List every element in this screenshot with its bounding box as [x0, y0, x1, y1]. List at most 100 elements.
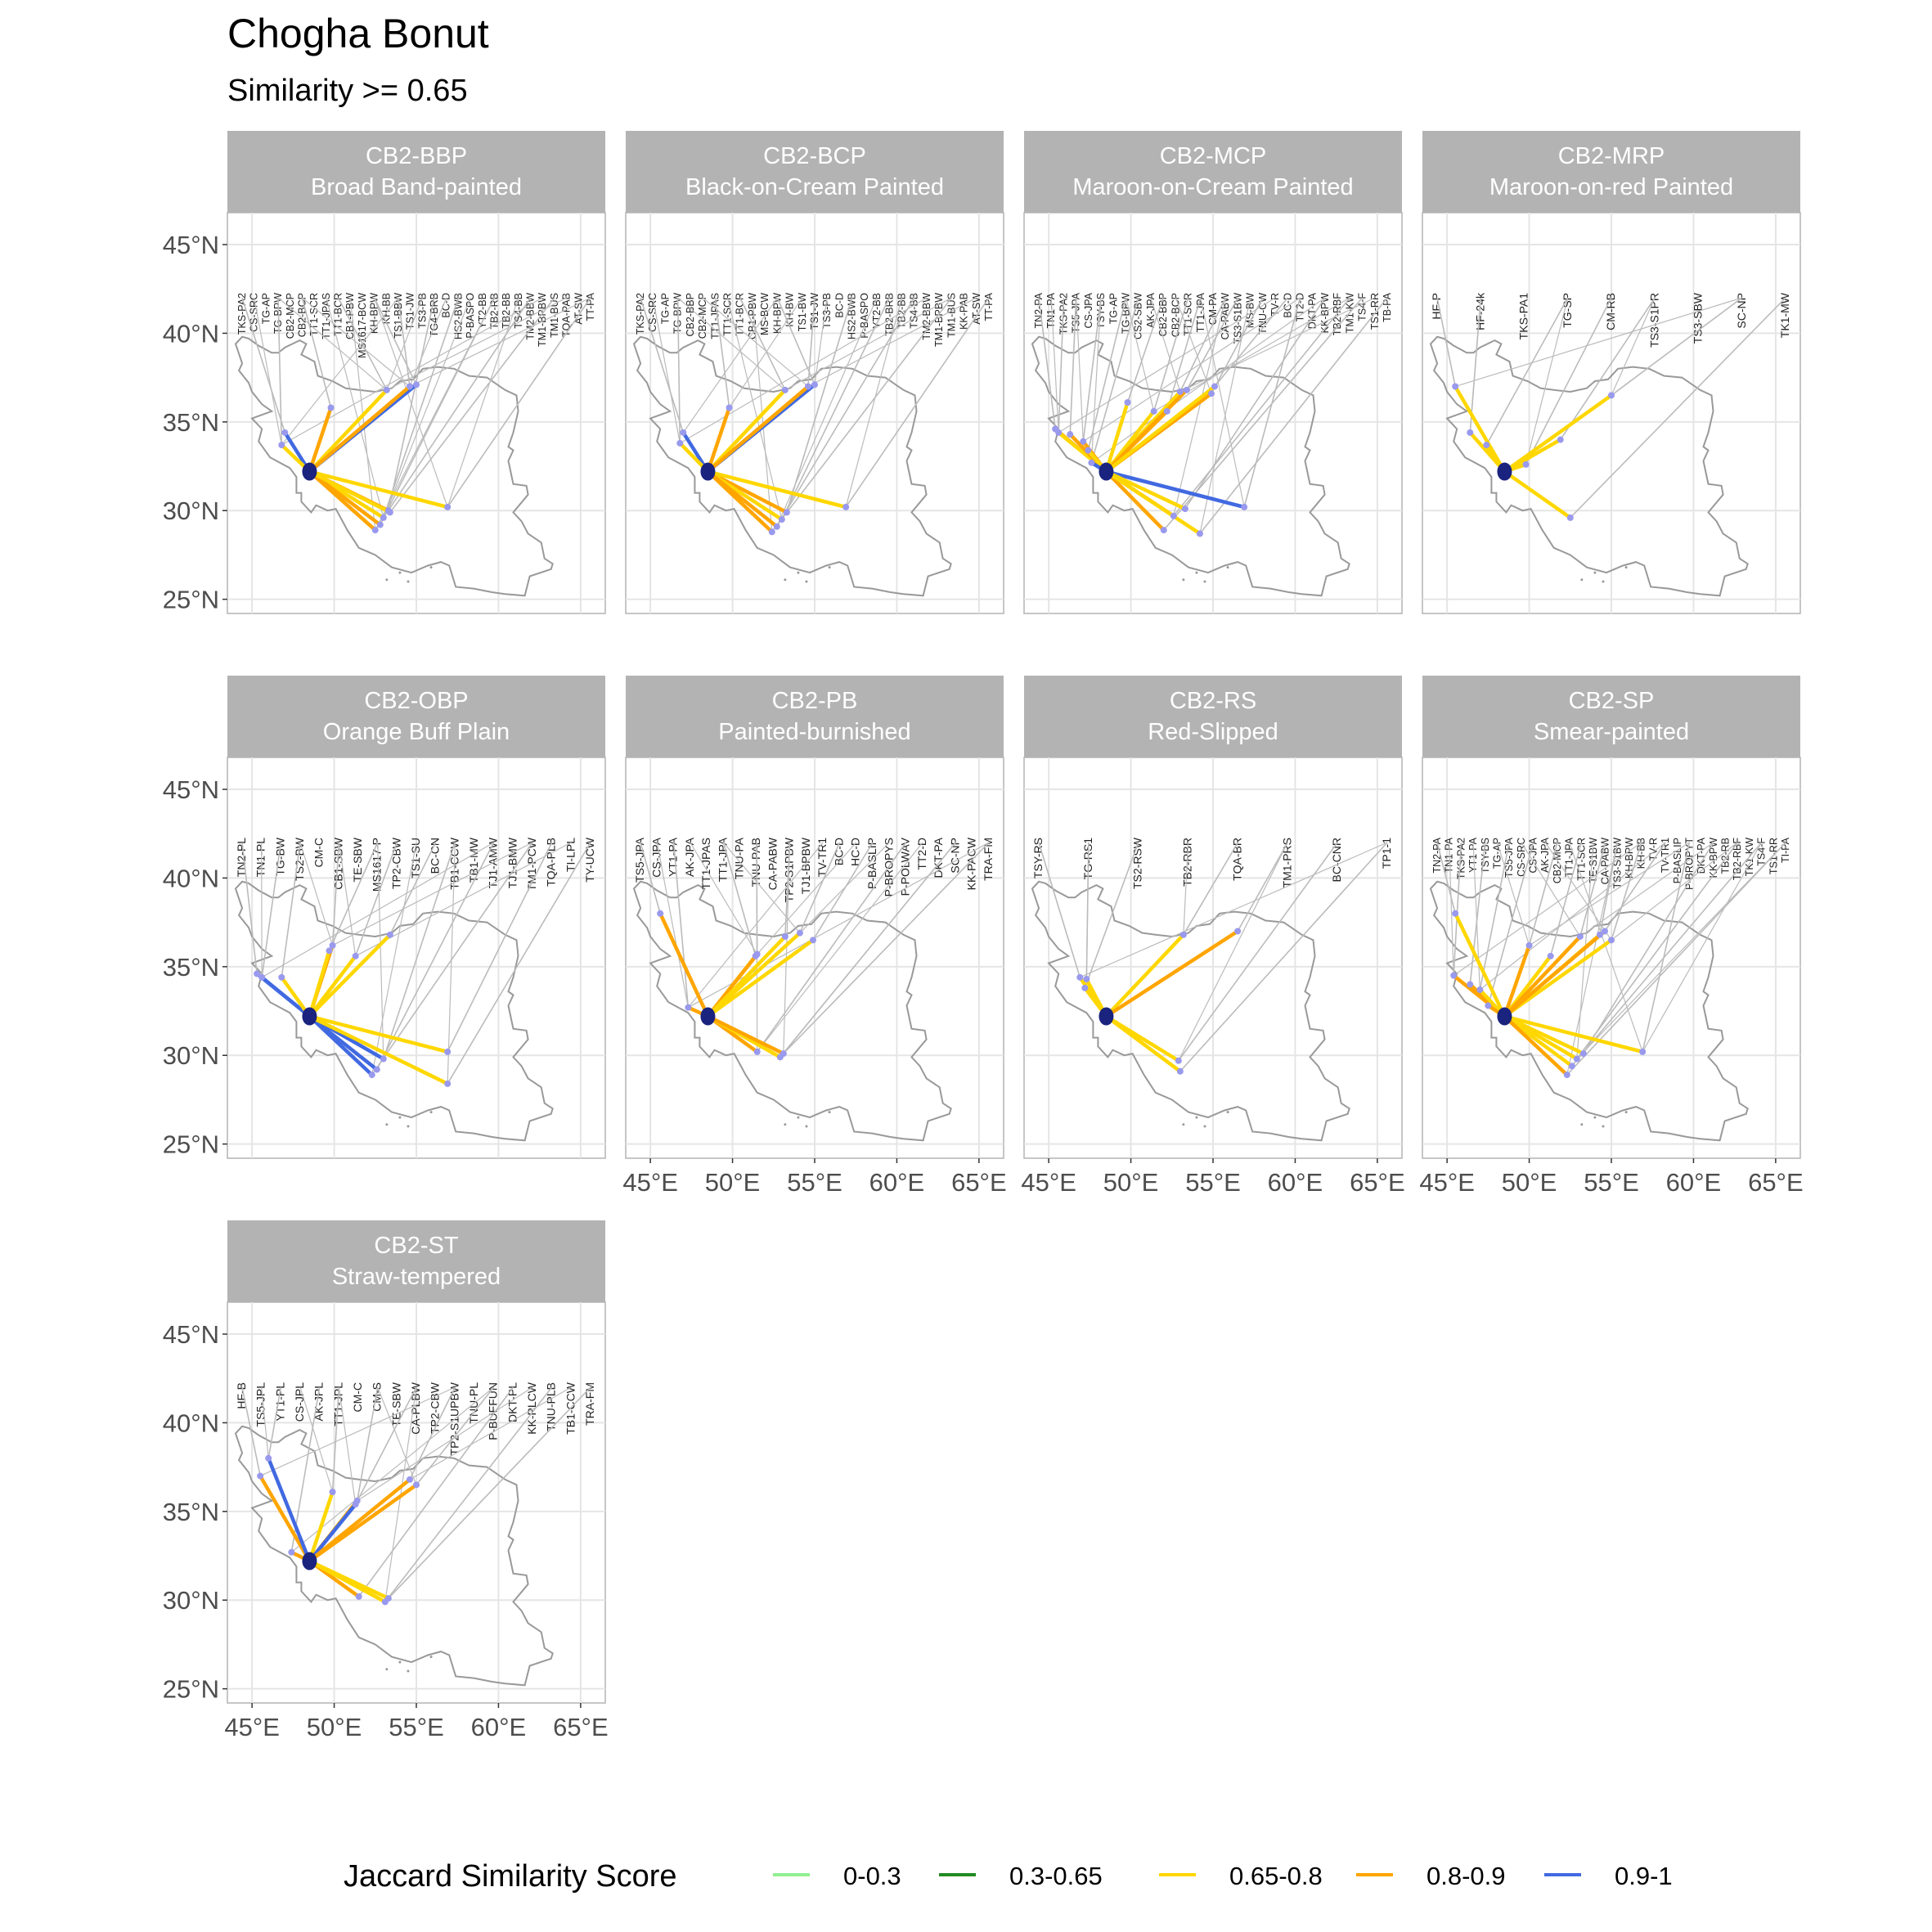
leader-line [757, 842, 857, 955]
site-point [1196, 530, 1203, 537]
similarity-link [308, 384, 412, 474]
leader-line [1611, 297, 1656, 396]
leader-line [1050, 297, 1059, 433]
leader-line [1469, 842, 1486, 985]
site-point [376, 521, 384, 528]
site-point [329, 1488, 336, 1495]
site-point [773, 523, 780, 530]
lat-tick-label: 30°N [163, 1041, 219, 1070]
leader-line [377, 1386, 417, 1485]
site-label: CS-SRC [647, 293, 658, 332]
facet-name: Straw-tempered [332, 1264, 501, 1290]
site-label: TG-AP [260, 293, 272, 324]
site-label: TKS-PA2 [635, 293, 646, 335]
site-label: TS1-SU [409, 838, 422, 878]
site-label: TT1-JPAS [321, 293, 332, 339]
leader-line [331, 1386, 340, 1493]
leader-line [1082, 297, 1102, 442]
facet-strip [1024, 676, 1402, 757]
similarity-link [1104, 384, 1217, 474]
site-point [386, 931, 393, 938]
country-outline [1429, 880, 1749, 1142]
site-label: CB2-BBP [685, 293, 696, 337]
site-label: TS1-JW [809, 293, 820, 330]
island-mark [797, 1116, 800, 1119]
similarity-link [706, 388, 788, 474]
site-point [386, 509, 393, 516]
leader-line [299, 842, 334, 946]
site-label: HC-D [849, 838, 862, 866]
similarity-link [308, 949, 331, 1018]
site-label: AT-SW [971, 293, 982, 325]
site-point [1083, 976, 1090, 983]
similarity-link [706, 470, 848, 510]
leader-line [722, 842, 757, 957]
site-label: TP2-CBW [389, 837, 402, 889]
similarity-link [1104, 929, 1240, 1018]
similarity-link [1503, 393, 1614, 474]
facet-strip [227, 1220, 605, 1302]
leader-line [241, 297, 286, 434]
leader-line [783, 842, 956, 1054]
site-label: TB2-BB [896, 293, 908, 329]
leader-line [337, 297, 388, 391]
site-point [352, 952, 359, 959]
site-label: TJ1-BMW [505, 837, 519, 888]
country-outline [632, 335, 952, 597]
site-point [380, 1055, 387, 1063]
site-label: CS-JPA [1083, 292, 1094, 328]
leader-line [261, 842, 282, 977]
leader-line [261, 1386, 269, 1458]
site-label: TS4-F [1357, 293, 1368, 321]
facet-code: CB2-OBP [364, 688, 468, 714]
site-label: TSY-RS [1031, 838, 1045, 878]
site-label: TB-PA [1382, 292, 1393, 322]
facet-strip [1422, 131, 1800, 213]
similarity-link [308, 1483, 419, 1563]
leader-line [1082, 297, 1301, 443]
facet-name: Orange Buff Plain [323, 719, 510, 745]
site-label: YT1-PA [667, 837, 680, 877]
site-label: TG-BW [273, 837, 286, 875]
site-label: P-BASPO [859, 293, 870, 339]
site-point [783, 509, 790, 516]
island-mark [1580, 578, 1584, 582]
site-label: YT1-PA [1467, 837, 1479, 872]
site-label: TNU-PA [733, 837, 746, 879]
site-point [1596, 931, 1603, 938]
site-point [368, 1072, 375, 1079]
facet-name: Smear-painted [1534, 719, 1689, 745]
leader-line [1038, 842, 1081, 978]
island-mark [1226, 566, 1229, 569]
leader-line [1173, 297, 1350, 517]
lon-tick-label: 55°E [389, 1713, 444, 1741]
site-label: CS-JPA [649, 837, 663, 877]
leader-line [1576, 842, 1786, 1060]
leader-line [383, 842, 456, 1059]
leader-line [241, 842, 258, 974]
site-point [384, 1595, 392, 1602]
facet-code: CB2-BCP [763, 143, 866, 169]
similarity-link [308, 1489, 335, 1563]
lat-tick-label: 45°N [163, 231, 219, 259]
leader-line [332, 842, 533, 946]
leader-line [241, 1386, 261, 1476]
site-point [380, 514, 387, 521]
site-label: P-BASLIP [865, 838, 878, 889]
site-point [1573, 1055, 1580, 1063]
island-mark [385, 578, 389, 582]
lat-tick-label: 45°N [163, 1320, 219, 1349]
similarity-link [308, 388, 389, 474]
facet-strip [1422, 676, 1800, 757]
similarity-link [658, 911, 710, 1018]
site-point [355, 1593, 362, 1600]
leader-line [375, 297, 532, 531]
figure-title: Chogha Bonut [227, 11, 489, 56]
site-point [1175, 1057, 1182, 1064]
similarity-link [1503, 1014, 1570, 1077]
leader-line [812, 842, 874, 941]
site-point [254, 970, 261, 977]
lon-tick-label: 50°E [705, 1168, 761, 1197]
